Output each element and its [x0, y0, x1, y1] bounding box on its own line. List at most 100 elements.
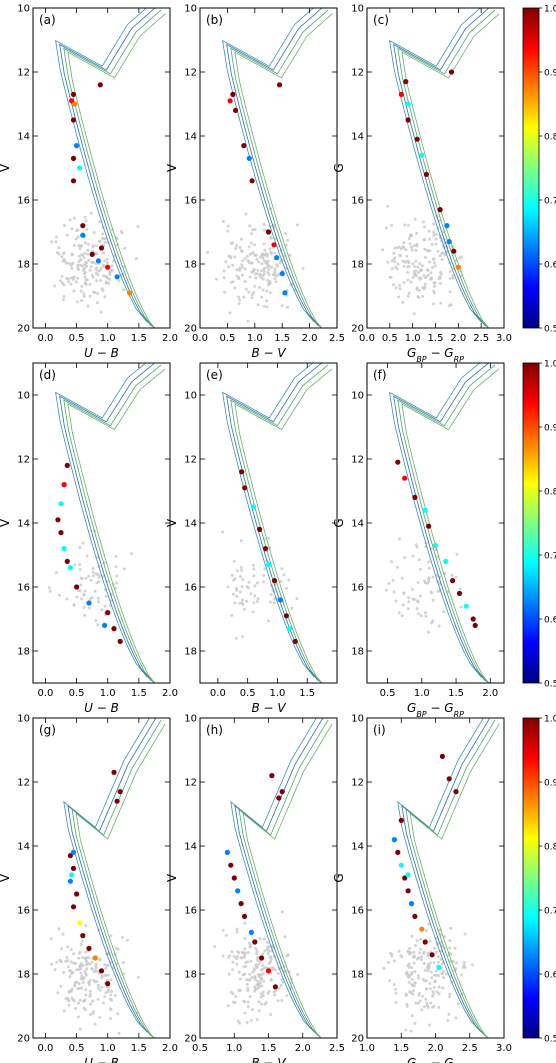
- field-star: [93, 1022, 97, 1026]
- member-star: [69, 872, 75, 878]
- field-star: [413, 598, 416, 602]
- field-star: [435, 990, 439, 994]
- field-star: [76, 987, 80, 991]
- field-star: [88, 606, 92, 610]
- member-star: [412, 913, 418, 920]
- field-star: [90, 260, 94, 264]
- field-star: [93, 291, 97, 294]
- field-star: [386, 260, 390, 264]
- member-star: [70, 865, 77, 872]
- field-star: [413, 272, 417, 276]
- field-star: [447, 304, 451, 308]
- field-star: [230, 990, 233, 994]
- field-star: [408, 990, 412, 994]
- field-star: [69, 960, 73, 964]
- field-star: [49, 937, 53, 941]
- member-star: [271, 242, 277, 248]
- field-star: [68, 218, 72, 222]
- field-star: [79, 258, 83, 262]
- field-star: [431, 1005, 434, 1009]
- field-star: [101, 274, 105, 278]
- field-star: [257, 1000, 261, 1004]
- member-star: [111, 769, 117, 776]
- member-star: [405, 101, 411, 107]
- field-star: [454, 575, 458, 579]
- field-star: [109, 934, 113, 938]
- field-star: [273, 251, 276, 255]
- field-star: [416, 265, 420, 269]
- y-tick-label: 12: [184, 778, 197, 789]
- field-star: [98, 988, 102, 992]
- member-star: [117, 638, 123, 645]
- colorbar-1: 0.5 0.6 0.7 0.8 0.9 1.0: [522, 5, 556, 335]
- member-star: [80, 933, 86, 939]
- field-star: [273, 968, 277, 972]
- field-star: [83, 281, 87, 285]
- field-star: [451, 276, 455, 280]
- field-star: [105, 964, 109, 968]
- field-star: [78, 563, 82, 566]
- member-star: [80, 232, 86, 238]
- field-star: [262, 573, 266, 577]
- field-star: [79, 967, 82, 971]
- field-star: [382, 966, 386, 970]
- field-star: [67, 991, 71, 994]
- y-axis-label: V: [165, 518, 179, 527]
- field-star: [226, 1004, 230, 1008]
- field-star: [254, 963, 258, 967]
- field-star: [109, 1008, 113, 1012]
- isochrone-iso-2: [67, 718, 157, 1037]
- field-star: [102, 251, 105, 255]
- field-star: [222, 276, 226, 280]
- field-star: [279, 984, 283, 987]
- field-star: [251, 251, 255, 255]
- field-star: [393, 256, 397, 260]
- field-star: [116, 1012, 120, 1016]
- field-star: [434, 950, 438, 954]
- field-star: [248, 995, 252, 999]
- field-star: [247, 245, 251, 249]
- field-star: [438, 254, 442, 258]
- member-star: [231, 875, 237, 881]
- field-star: [251, 563, 255, 567]
- y-tick-label: 10: [184, 714, 197, 725]
- field-star: [394, 1001, 398, 1005]
- field-star: [230, 573, 234, 577]
- field-star: [246, 1005, 250, 1009]
- field-star: [406, 271, 410, 275]
- member-star: [105, 610, 111, 616]
- field-star: [238, 268, 242, 272]
- field-star: [55, 251, 59, 255]
- field-star: [428, 237, 431, 241]
- field-star: [260, 984, 264, 988]
- field-star: [421, 994, 424, 998]
- field-star: [119, 230, 123, 233]
- member-star: [55, 517, 61, 523]
- field-star: [260, 977, 264, 980]
- field-star: [266, 536, 270, 540]
- field-star: [259, 992, 263, 996]
- field-star: [232, 955, 236, 959]
- field-star: [247, 290, 251, 294]
- y-axis-label: G: [332, 873, 346, 882]
- field-star: [250, 296, 254, 300]
- field-star: [235, 957, 238, 961]
- field-star: [269, 250, 273, 254]
- field-star: [104, 594, 108, 598]
- field-star: [253, 985, 257, 989]
- field-star: [420, 264, 424, 268]
- field-star: [258, 937, 262, 941]
- field-star: [235, 962, 239, 966]
- member-star: [403, 79, 409, 85]
- field-star: [251, 610, 255, 614]
- member-star: [105, 981, 111, 987]
- field-star: [101, 1001, 105, 1005]
- field-star: [301, 266, 305, 270]
- x-tick-label: 1.0: [100, 333, 116, 344]
- field-star: [423, 225, 427, 229]
- field-star: [256, 303, 260, 307]
- field-star: [105, 261, 109, 265]
- field-star: [431, 575, 435, 579]
- field-star: [429, 276, 433, 280]
- field-star: [240, 249, 244, 253]
